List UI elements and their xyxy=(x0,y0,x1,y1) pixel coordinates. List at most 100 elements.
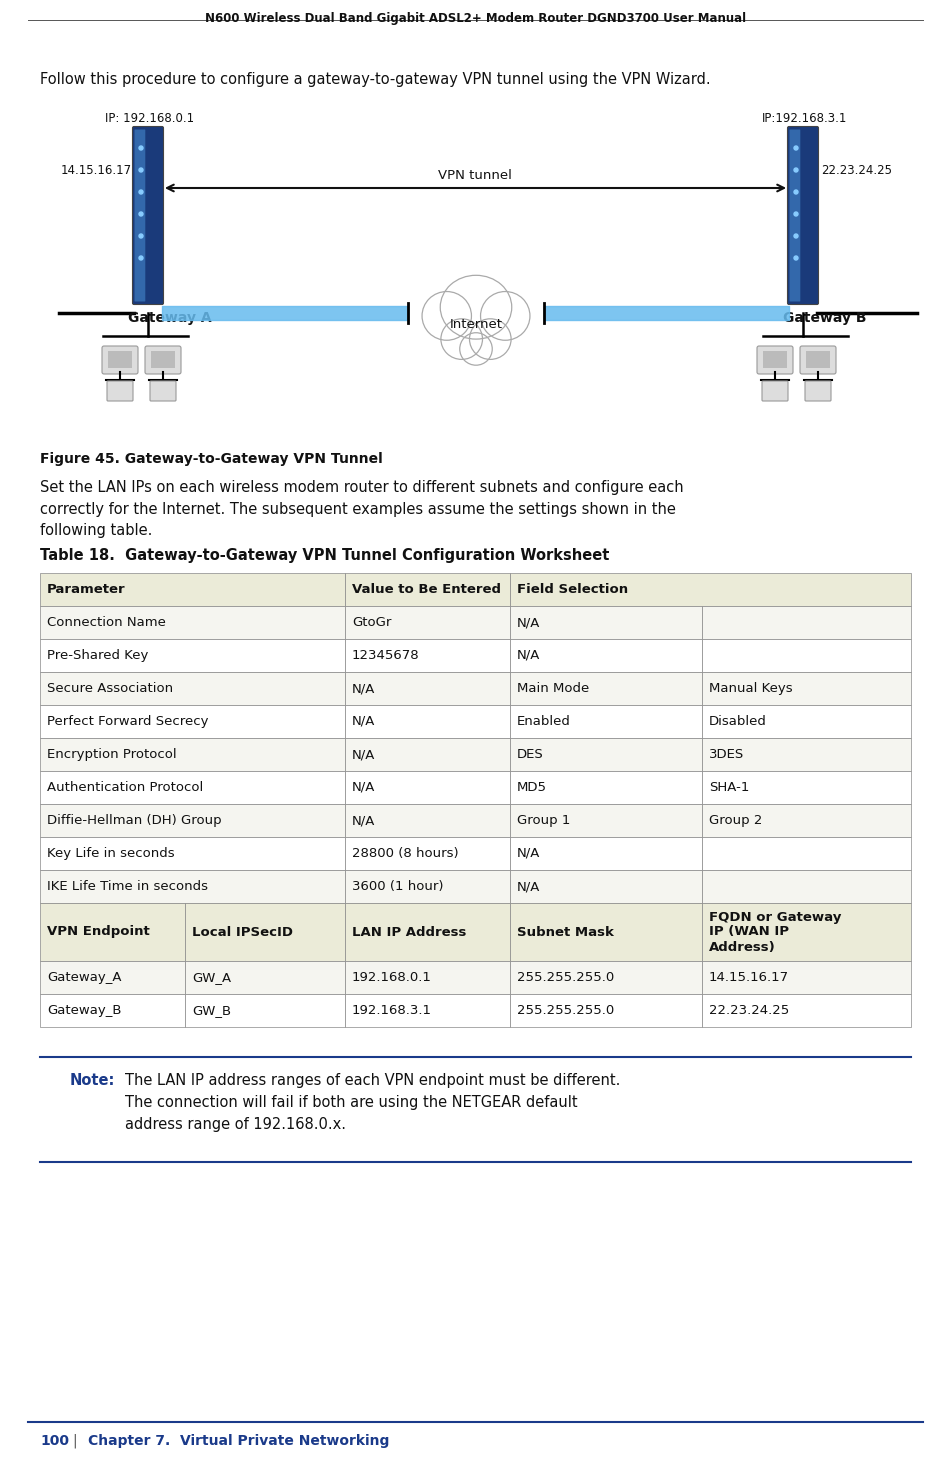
Bar xyxy=(108,351,132,368)
Text: Gateway_B: Gateway_B xyxy=(47,1004,122,1017)
Bar xyxy=(510,573,911,606)
Text: 12345678: 12345678 xyxy=(352,649,419,662)
FancyBboxPatch shape xyxy=(789,130,801,301)
Bar xyxy=(345,638,510,672)
Bar xyxy=(345,869,510,903)
Text: Group 2: Group 2 xyxy=(709,814,763,827)
FancyBboxPatch shape xyxy=(107,381,133,400)
Text: Key Life in seconds: Key Life in seconds xyxy=(47,847,175,861)
Text: Internet: Internet xyxy=(450,318,502,332)
Text: Gateway B: Gateway B xyxy=(783,311,866,324)
Circle shape xyxy=(794,212,798,216)
Bar xyxy=(510,672,702,706)
Circle shape xyxy=(794,146,798,150)
Bar xyxy=(345,961,510,993)
Text: 14.15.16.17: 14.15.16.17 xyxy=(709,972,789,985)
Bar xyxy=(345,738,510,771)
Text: Table 18.  Gateway-to-Gateway VPN Tunnel Configuration Worksheet: Table 18. Gateway-to-Gateway VPN Tunnel … xyxy=(40,548,610,562)
Text: 14.15.16.17: 14.15.16.17 xyxy=(61,164,132,177)
Text: |: | xyxy=(72,1435,77,1448)
Circle shape xyxy=(139,146,143,150)
Bar xyxy=(40,706,345,738)
Text: Figure 45. Gateway-to-Gateway VPN Tunnel: Figure 45. Gateway-to-Gateway VPN Tunnel xyxy=(40,451,382,466)
Text: 28800 (8 hours): 28800 (8 hours) xyxy=(352,847,458,861)
Text: N/A: N/A xyxy=(352,748,376,761)
Bar xyxy=(510,638,702,672)
Text: Subnet Mask: Subnet Mask xyxy=(517,925,614,938)
Bar xyxy=(702,771,911,804)
Text: N/A: N/A xyxy=(517,847,540,861)
Text: 22.23.24.25: 22.23.24.25 xyxy=(821,164,892,177)
Bar xyxy=(185,993,345,1027)
Text: Parameter: Parameter xyxy=(47,583,126,596)
Text: Set the LAN IPs on each wireless modem router to different subnets and configure: Set the LAN IPs on each wireless modem r… xyxy=(40,481,684,538)
Text: Local IPSecID: Local IPSecID xyxy=(192,925,293,938)
Bar xyxy=(510,837,702,869)
Text: Group 1: Group 1 xyxy=(517,814,571,827)
Bar xyxy=(40,738,345,771)
Circle shape xyxy=(794,256,798,260)
Circle shape xyxy=(794,168,798,172)
Bar xyxy=(702,706,911,738)
FancyBboxPatch shape xyxy=(102,346,138,374)
Bar xyxy=(702,961,911,993)
FancyBboxPatch shape xyxy=(134,130,146,301)
Bar xyxy=(40,573,345,606)
Bar xyxy=(345,672,510,706)
Text: N/A: N/A xyxy=(517,617,540,630)
Text: SHA-1: SHA-1 xyxy=(709,782,749,793)
Text: VPN Endpoint: VPN Endpoint xyxy=(47,925,149,938)
FancyBboxPatch shape xyxy=(805,381,831,400)
Text: Value to Be Entered: Value to Be Entered xyxy=(352,583,501,596)
FancyBboxPatch shape xyxy=(145,346,181,374)
Text: Encryption Protocol: Encryption Protocol xyxy=(47,748,177,761)
Text: N/A: N/A xyxy=(352,814,376,827)
Bar xyxy=(345,804,510,837)
Text: 192.168.0.1: 192.168.0.1 xyxy=(352,972,432,985)
Bar xyxy=(345,706,510,738)
Bar xyxy=(40,672,345,706)
Text: FQDN or Gateway
IP (WAN IP
Address): FQDN or Gateway IP (WAN IP Address) xyxy=(709,910,842,954)
Text: Secure Association: Secure Association xyxy=(47,682,173,695)
Bar xyxy=(510,738,702,771)
Bar xyxy=(510,993,702,1027)
Text: Gateway_A: Gateway_A xyxy=(47,972,122,985)
Circle shape xyxy=(139,168,143,172)
Bar xyxy=(702,672,911,706)
Text: N/A: N/A xyxy=(352,714,376,728)
FancyBboxPatch shape xyxy=(762,381,788,400)
Ellipse shape xyxy=(480,292,530,340)
Ellipse shape xyxy=(470,318,511,359)
Bar xyxy=(702,738,911,771)
Bar xyxy=(702,804,911,837)
Text: 255.255.255.0: 255.255.255.0 xyxy=(517,1004,614,1017)
Text: The LAN IP address ranges of each VPN endpoint must be different.
The connection: The LAN IP address ranges of each VPN en… xyxy=(125,1072,620,1132)
Circle shape xyxy=(139,190,143,194)
Text: 3DES: 3DES xyxy=(709,748,745,761)
Text: Authentication Protocol: Authentication Protocol xyxy=(47,782,204,793)
Bar xyxy=(40,804,345,837)
Bar xyxy=(510,771,702,804)
Bar xyxy=(702,869,911,903)
Bar xyxy=(763,351,787,368)
Bar xyxy=(702,837,911,869)
Bar xyxy=(40,771,345,804)
Text: DES: DES xyxy=(517,748,544,761)
Text: 3600 (1 hour): 3600 (1 hour) xyxy=(352,880,443,893)
FancyBboxPatch shape xyxy=(132,127,164,304)
Text: VPN tunnel: VPN tunnel xyxy=(438,169,512,183)
Ellipse shape xyxy=(422,292,472,340)
FancyBboxPatch shape xyxy=(800,346,836,374)
FancyBboxPatch shape xyxy=(150,381,176,400)
Text: N/A: N/A xyxy=(517,880,540,893)
FancyBboxPatch shape xyxy=(787,127,819,304)
Bar xyxy=(40,993,185,1027)
Bar xyxy=(510,606,702,638)
Bar xyxy=(151,351,175,368)
FancyBboxPatch shape xyxy=(757,346,793,374)
Text: IP:192.168.3.1: IP:192.168.3.1 xyxy=(763,112,847,126)
Text: Disabled: Disabled xyxy=(709,714,767,728)
Text: Note:: Note: xyxy=(70,1072,115,1088)
Text: Field Selection: Field Selection xyxy=(517,583,628,596)
Text: Pre-Shared Key: Pre-Shared Key xyxy=(47,649,148,662)
